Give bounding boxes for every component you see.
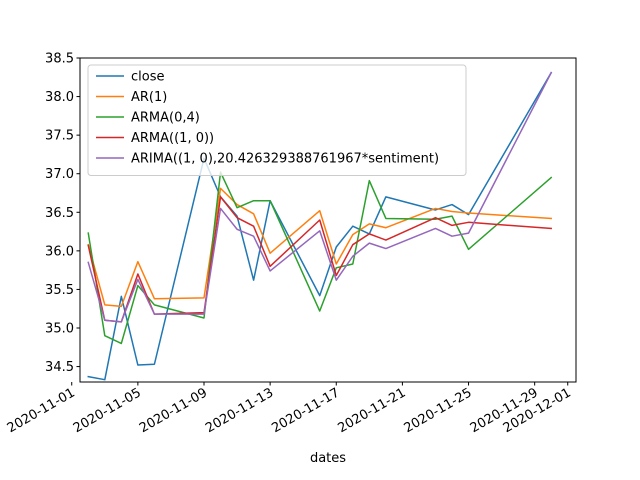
legend-entry-label: ARMA(0,4) <box>131 111 200 126</box>
legend-entry-label: close <box>131 70 164 85</box>
x-tick-label: 2020-11-13 <box>203 385 276 436</box>
x-tick-label: 2020-11-17 <box>269 385 342 436</box>
x-tick-label: 2020-11-21 <box>335 385 408 436</box>
series-line-1 <box>87 187 552 308</box>
x-tick-label: 2020-11-05 <box>71 385 144 436</box>
y-tick-label: 37.5 <box>45 129 74 144</box>
series-line-2 <box>87 171 553 345</box>
y-tick-label: 36.0 <box>45 244 74 259</box>
legend: close AR(1) ARMA(0,4) ARMA((1, 0)) ARIMA((1,… <box>87 64 467 176</box>
series-line-4 <box>87 71 553 323</box>
x-tick-label: 2020-11-25 <box>402 385 475 436</box>
y-tick-label: 35.5 <box>45 283 74 298</box>
y-tick-label: 35.0 <box>45 322 74 337</box>
x-axis-label: dates <box>310 451 346 466</box>
legend-entry-label: ARMA((1, 0)) <box>131 131 214 146</box>
y-tick-label: 37.0 <box>45 167 74 182</box>
y-tick-label: 34.5 <box>45 360 74 375</box>
y-tick-label: 38.0 <box>45 90 74 105</box>
plot-frame <box>79 57 577 383</box>
legend-entry-label: AR(1) <box>131 90 167 105</box>
y-tick-label: 38.5 <box>45 52 74 67</box>
y-tick-label: 36.5 <box>45 206 74 221</box>
x-tick-label: 2020-11-01 <box>5 385 78 436</box>
legend-box <box>87 64 467 176</box>
series-line-3 <box>87 196 553 323</box>
legend-entry-label: ARIMA((1, 0),20.426329388761967*sentimen… <box>131 152 439 167</box>
x-tick-label: 2020-11-09 <box>137 385 210 436</box>
